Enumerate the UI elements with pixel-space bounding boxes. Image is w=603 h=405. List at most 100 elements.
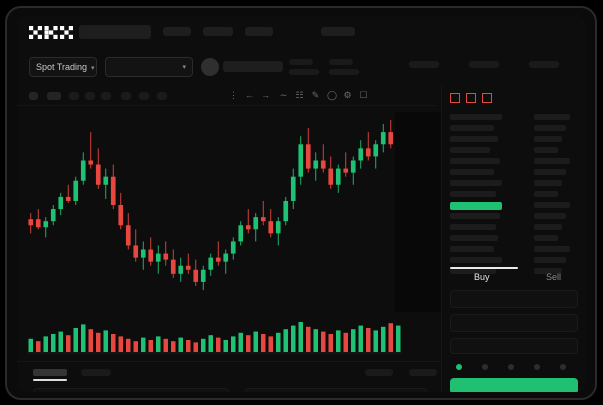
order-book-row-value — [534, 246, 570, 252]
tab-positions[interactable] — [365, 369, 393, 376]
market-type-selector[interactable]: Spot Trading ▾ — [29, 57, 97, 77]
book-view-icon-3[interactable] — [482, 93, 492, 103]
order-book-row[interactable] — [450, 147, 490, 153]
stat-1-label — [289, 59, 313, 65]
order-book-row-value — [534, 147, 558, 153]
crosshair-icon[interactable] — [121, 92, 131, 100]
volume-chart — [17, 314, 437, 364]
stat-5 — [529, 61, 559, 68]
redo-icon[interactable] — [101, 92, 111, 100]
order-book-row[interactable] — [450, 180, 502, 186]
price-chart[interactable] — [17, 106, 437, 311]
candlestick-series — [28, 120, 401, 290]
order-book-row-value — [534, 235, 558, 241]
stat-4 — [469, 61, 499, 68]
chevron-down-icon: ▾ — [91, 65, 95, 72]
tab-buy-underline — [450, 267, 518, 269]
order-book-row-value — [534, 158, 570, 164]
book-view-icon-1[interactable] — [450, 93, 460, 103]
order-amount-field[interactable] — [450, 314, 578, 332]
orders-empty-panel-right — [245, 388, 427, 392]
pagination-dot-5[interactable] — [560, 364, 566, 370]
order-book-row[interactable] — [450, 125, 494, 131]
overlay-edge — [395, 112, 413, 312]
order-book-row[interactable] — [450, 158, 500, 164]
order-book-panel: Buy Sell — [441, 86, 585, 392]
order-book-row-value — [534, 268, 562, 274]
settings-icon[interactable]: ⚙ — [343, 90, 352, 100]
order-book-row-value — [534, 136, 562, 142]
tab-sell[interactable]: Sell — [546, 272, 562, 282]
camera-icon[interactable]: ☐ — [359, 90, 368, 100]
stat-2-value — [329, 69, 359, 75]
search-input[interactable] — [79, 25, 151, 39]
tab-open-orders[interactable] — [33, 369, 67, 376]
pencil-icon[interactable]: ✎ — [311, 90, 320, 100]
timeframe-icon[interactable] — [47, 92, 61, 100]
stat-2-label — [329, 59, 353, 65]
order-price-field[interactable] — [450, 290, 578, 308]
nav-item-4[interactable] — [321, 27, 355, 36]
wave-icon[interactable]: ∼ — [279, 90, 288, 100]
tab-active-underline — [33, 379, 67, 381]
order-book-row[interactable] — [450, 257, 502, 263]
order-book-row[interactable] — [450, 213, 500, 219]
order-book-row-value — [534, 213, 566, 219]
submit-order-button[interactable] — [450, 378, 578, 392]
stat-3 — [409, 61, 439, 68]
order-book-row-value — [534, 180, 562, 186]
order-book-row-value — [534, 114, 570, 120]
device-bezel: Spot Trading ▾ ▾ — [5, 6, 597, 400]
order-book-row[interactable] — [450, 268, 496, 274]
order-book-row[interactable] — [450, 114, 502, 120]
chart-toolbar: ⋮ ← → ∼ ☷ ✎ ◯ ⚙ ☐ — [17, 86, 437, 106]
trendline-icon[interactable] — [139, 92, 149, 100]
order-book-row-value — [534, 257, 566, 263]
volume-series — [27, 322, 402, 354]
market-toolbar: Spot Trading ▾ ▾ — [17, 48, 585, 86]
arrow-right-icon[interactable]: → — [261, 90, 270, 100]
stat-1-value — [289, 69, 319, 75]
order-book-row[interactable] — [450, 235, 498, 241]
order-book-highlight-row[interactable] — [450, 202, 502, 210]
book-view-icon-2[interactable] — [466, 93, 476, 103]
order-book-row[interactable] — [450, 191, 496, 197]
order-book-row-value — [534, 125, 566, 131]
order-book-row-value — [534, 191, 558, 197]
arrow-left-icon[interactable]: ← — [245, 90, 254, 100]
tab-order-history[interactable] — [81, 369, 111, 376]
indicator-icon[interactable] — [69, 92, 79, 100]
order-book-row-value — [534, 169, 566, 175]
market-type-label: Spot Trading — [36, 62, 88, 72]
tab-assets[interactable] — [409, 369, 437, 376]
pair-selector[interactable]: ▾ — [105, 57, 193, 77]
chevron-down-icon-2: ▾ — [182, 64, 186, 71]
eraser-icon[interactable]: ◯ — [327, 90, 338, 100]
nav-item-2[interactable] — [203, 27, 233, 36]
pair-name-label — [223, 61, 283, 72]
top-navigation-bar — [17, 16, 585, 48]
pagination-dot-1[interactable] — [456, 364, 462, 370]
undo-icon[interactable] — [85, 92, 95, 100]
pagination-dot-2[interactable] — [482, 364, 488, 370]
order-book-row-value — [534, 224, 562, 230]
order-book-row[interactable] — [450, 136, 498, 142]
ruler-icon[interactable]: ☷ — [295, 90, 304, 100]
orders-empty-panel-left — [33, 388, 229, 392]
order-total-field[interactable] — [450, 338, 578, 354]
candlestick-icon[interactable] — [29, 92, 38, 100]
okx-logo[interactable] — [29, 26, 73, 39]
order-book-row-value — [534, 202, 570, 208]
tab-buy[interactable]: Buy — [474, 272, 490, 282]
pagination-dot-4[interactable] — [534, 364, 540, 370]
coin-avatar — [201, 58, 219, 76]
magnet-icon[interactable]: ⋮ — [229, 90, 238, 100]
order-book-row[interactable] — [450, 246, 494, 252]
order-book-row[interactable] — [450, 224, 496, 230]
order-book-row[interactable] — [450, 169, 494, 175]
measure-icon[interactable] — [157, 92, 167, 100]
nav-item-3[interactable] — [245, 27, 273, 36]
nav-item-1[interactable] — [163, 27, 191, 36]
pagination-dot-3[interactable] — [508, 364, 514, 370]
